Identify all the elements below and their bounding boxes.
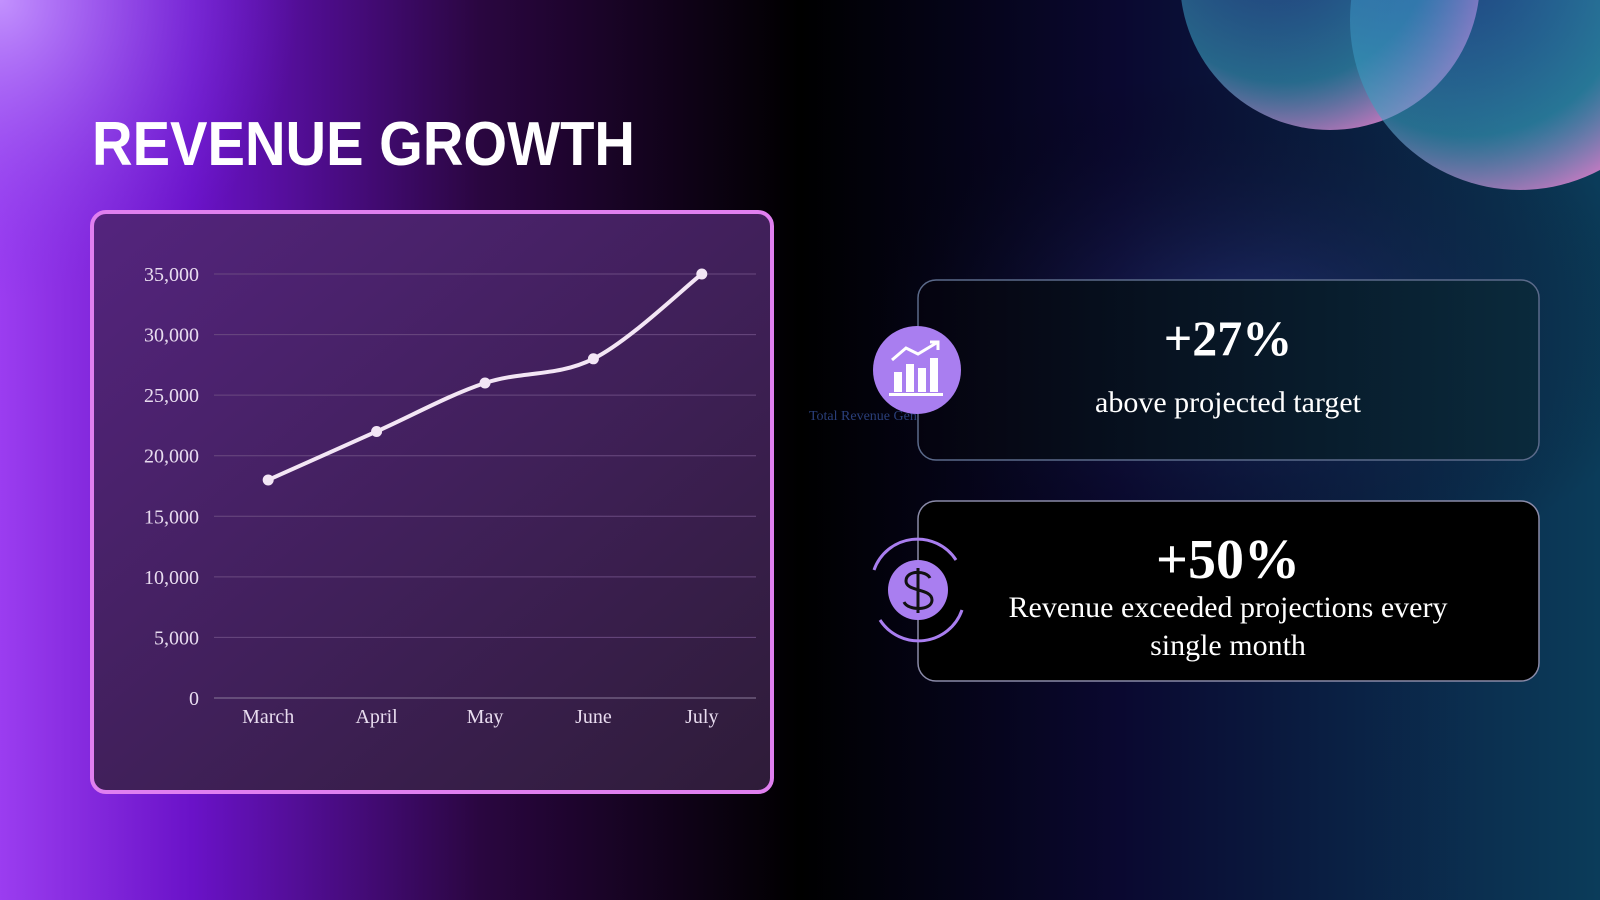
chart-icon xyxy=(873,326,961,414)
point xyxy=(371,425,383,437)
chart: 0 5,000 10,000 15,000 20,000 25,000 30,000 35,0… xyxy=(144,264,756,728)
y-tick-label: 25,000 xyxy=(144,385,199,407)
point xyxy=(262,474,274,486)
stat-text: above projected target xyxy=(1095,386,1362,419)
x-tick-label: June xyxy=(575,706,612,728)
y-tick-label: 20,000 xyxy=(144,446,199,468)
stat-value: +50% xyxy=(1156,529,1300,591)
bubble xyxy=(1350,0,1600,190)
dollar-icon xyxy=(872,537,964,643)
stat-value: +27% xyxy=(1164,310,1293,366)
stat-text: single month xyxy=(1150,629,1306,662)
y-tick-label: 0 xyxy=(189,688,199,710)
y-tick-label: 30,000 xyxy=(144,325,199,347)
y-tick-label: 35,000 xyxy=(144,264,199,286)
point xyxy=(479,377,491,389)
point xyxy=(587,353,599,365)
x-tick-label: July xyxy=(685,706,718,728)
y-tick-label: 15,000 xyxy=(144,506,199,528)
stat-text: Revenue exceeded projections every xyxy=(1009,591,1448,624)
chart-panel xyxy=(90,210,774,794)
stats: +27% above projected target +50%Revenue ex… xyxy=(1009,310,1448,662)
stat-card xyxy=(917,279,1540,461)
x-tick-label: May xyxy=(467,706,504,728)
point xyxy=(696,268,708,280)
y-tick-label: 5,000 xyxy=(154,627,199,649)
y-tick-label: 10,000 xyxy=(144,567,199,589)
x-tick-label: April xyxy=(355,706,398,728)
x-tick-label: March xyxy=(242,706,294,728)
slide-title: REVENUE GROWTH xyxy=(92,110,635,179)
